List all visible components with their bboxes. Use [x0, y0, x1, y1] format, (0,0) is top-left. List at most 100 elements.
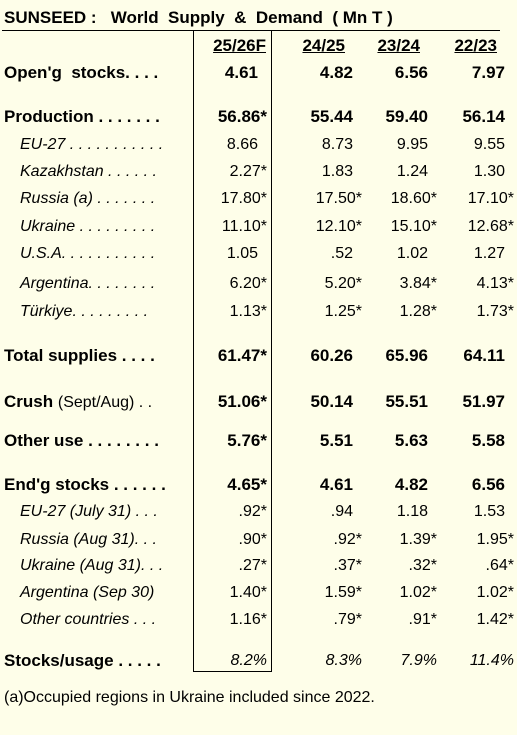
cell: 1.59*: [324, 584, 362, 601]
cell: 1.05: [226, 245, 258, 262]
cell: 1.25*: [324, 303, 362, 320]
row-label: EU-27 . . . . . . . . . . .: [20, 136, 164, 153]
cell: 1.95*: [476, 531, 514, 548]
cell: 8.3%: [325, 652, 362, 669]
cell: 12.68*: [467, 218, 514, 235]
cell: 5.51: [319, 431, 353, 450]
cell: 1.13*: [229, 303, 267, 320]
cell: 3.84*: [399, 275, 437, 292]
cell: 1.24: [396, 163, 428, 180]
cell: 2.27*: [229, 163, 267, 180]
cell: 1.53: [473, 503, 505, 520]
column-header: 24/25: [302, 36, 345, 55]
cell: 4.13*: [476, 275, 514, 292]
row-label: Ukraine (Aug 31). . .: [20, 557, 164, 574]
cell: 7.9%: [400, 652, 437, 669]
cell: .91*: [408, 611, 437, 628]
cell: 51.97: [462, 392, 505, 411]
cell: 1.40*: [229, 584, 267, 601]
row-label: Other countries . . .: [20, 611, 157, 628]
cell: .27*: [238, 557, 267, 574]
cell: 6.56: [471, 475, 505, 494]
cell: 51.06*: [217, 392, 267, 411]
row-label: Argentina. . . . . . . .: [20, 275, 156, 292]
row-label: Crush (Sept/Aug) . .: [4, 392, 152, 413]
cell: 1.39*: [399, 531, 437, 548]
row-label: Open'g stocks. . . .: [4, 63, 159, 82]
cell: 15.10*: [390, 218, 437, 235]
cell: 56.14: [462, 107, 505, 126]
cell: 1.02: [396, 245, 428, 262]
cell: 17.50*: [315, 190, 362, 207]
cell: 8.2%: [230, 652, 267, 669]
row-label: EU-27 (July 31) . . .: [20, 503, 158, 520]
cell: 5.20*: [324, 275, 362, 292]
row-label: End'g stocks . . . . . .: [4, 475, 166, 494]
cell: 56.86*: [217, 107, 267, 126]
cell: 4.82: [394, 475, 428, 494]
cell: .90*: [238, 531, 267, 548]
cell: .32*: [408, 557, 437, 574]
cell: 59.40: [385, 107, 428, 126]
cell: 11.4%: [469, 652, 514, 669]
cell: 5.76*: [227, 431, 267, 450]
cell: 11.10*: [221, 218, 267, 235]
footnote: (a)Occupied regions in Ukraine included …: [4, 689, 375, 706]
cell: 18.60*: [390, 190, 437, 207]
cell: 1.42*: [476, 611, 514, 628]
cell: 61.47*: [217, 346, 267, 365]
cell: 1.16*: [229, 611, 267, 628]
cell: 64.11: [463, 346, 505, 365]
cell: 7.97: [471, 63, 505, 82]
row-label: Russia (Aug 31). . .: [20, 531, 157, 548]
cell: 60.26: [310, 346, 353, 365]
cell: 65.96: [385, 346, 428, 365]
cell: 1.27: [473, 245, 505, 262]
cell: 17.80*: [220, 190, 267, 207]
column-box: [193, 30, 272, 672]
cell: 55.51: [385, 392, 428, 411]
cell: 9.95: [396, 136, 428, 153]
row-label: Production . . . . . . .: [4, 107, 160, 126]
cell: 6.56: [394, 63, 428, 82]
row-label: Türkiye. . . . . . . . .: [20, 303, 149, 320]
row-note: (Sept/Aug) . .: [57, 394, 153, 411]
cell: 55.44: [310, 107, 353, 126]
cell: 4.61: [224, 63, 258, 82]
cell: 4.65*: [227, 475, 267, 494]
cell: 1.30: [473, 163, 505, 180]
cell: 1.83: [321, 163, 353, 180]
cell: 9.55: [473, 136, 505, 153]
cell: 1.02*: [476, 584, 514, 601]
cell: .64*: [485, 557, 514, 574]
row-label: Other use . . . . . . . .: [4, 431, 159, 450]
cell: 4.82: [319, 63, 353, 82]
cell: 8.66: [226, 136, 258, 153]
column-header: 22/23: [454, 36, 497, 55]
cell: 1.18: [396, 503, 428, 520]
row-label: Kazakhstan . . . . . .: [20, 163, 157, 180]
cell: .92*: [333, 531, 362, 548]
cell: 6.20*: [229, 275, 267, 292]
title: SUNSEED : World Supply & Demand ( Mn T ): [4, 8, 393, 27]
cell: .94: [330, 503, 353, 520]
column-header: 25/26F: [213, 36, 266, 55]
cell: 17.10*: [467, 190, 514, 207]
row-label: Stocks/usage . . . . .: [4, 651, 161, 670]
column-header: 23/24: [377, 36, 420, 55]
row-label: Argentina (Sep 30): [20, 584, 155, 601]
cell: .92*: [238, 503, 267, 520]
cell: 50.14: [310, 392, 353, 411]
cell: 8.73: [321, 136, 353, 153]
row-label-text: Crush: [4, 392, 54, 411]
cell: 5.58: [471, 431, 505, 450]
cell: 1.02*: [399, 584, 437, 601]
row-label: Ukraine . . . . . . . . .: [20, 218, 156, 235]
cell: 12.10*: [315, 218, 362, 235]
cell: 5.63: [394, 431, 428, 450]
cell: 4.61: [319, 475, 353, 494]
cell: .79*: [333, 611, 362, 628]
row-label: Russia (a) . . . . . . .: [20, 190, 156, 207]
row-label: U.S.A. . . . . . . . . . .: [20, 245, 156, 262]
